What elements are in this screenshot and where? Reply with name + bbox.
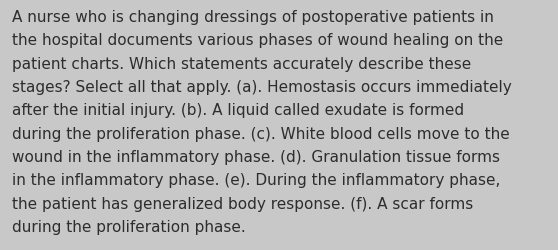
Text: after the initial injury. (b). A liquid called exudate is formed: after the initial injury. (b). A liquid … [12,103,464,118]
Text: A nurse who is changing dressings of postoperative patients in: A nurse who is changing dressings of pos… [12,10,494,25]
Text: during the proliferation phase. (c). White blood cells move to the: during the proliferation phase. (c). Whi… [12,126,510,141]
Text: stages? Select all that apply. (a). Hemostasis occurs immediately: stages? Select all that apply. (a). Hemo… [12,80,512,95]
Text: patient charts. Which statements accurately describe these: patient charts. Which statements accurat… [12,56,472,72]
Text: wound in the inflammatory phase. (d). Granulation tissue forms: wound in the inflammatory phase. (d). Gr… [12,150,501,164]
Text: during the proliferation phase.: during the proliferation phase. [12,219,246,234]
Text: the hospital documents various phases of wound healing on the: the hospital documents various phases of… [12,33,503,48]
Text: the patient has generalized body response. (f). A scar forms: the patient has generalized body respons… [12,196,474,211]
Text: in the inflammatory phase. (e). During the inflammatory phase,: in the inflammatory phase. (e). During t… [12,173,501,188]
